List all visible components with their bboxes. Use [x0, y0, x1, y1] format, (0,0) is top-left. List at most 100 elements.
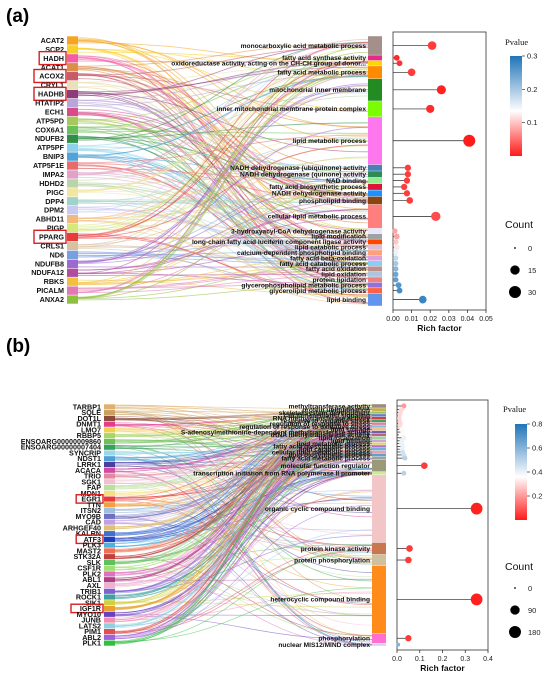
gene-column-a: ACAT2SCP2HADHACAT1ACOX2CRYL1HADHBHTATIP2… [31, 36, 78, 304]
gene-bar [104, 594, 115, 600]
lollipop-point [426, 104, 435, 114]
gene-bar [67, 80, 78, 90]
lollipop-point [393, 255, 399, 261]
gene-label: RBBP5 [77, 431, 101, 440]
term-bar [372, 430, 386, 434]
term-bar [368, 271, 382, 277]
sankey-flow [114, 449, 373, 622]
gene-label: MYO9B [75, 512, 101, 521]
term-label: 3-hydroxyacyl-CoA dehydrogenase activity [231, 228, 366, 235]
sankey-flow [77, 57, 369, 121]
gene-bar [67, 259, 78, 268]
gene-bar [104, 531, 115, 537]
sankey-flow [77, 89, 369, 263]
term-label: fatty acid metabolic process [281, 455, 370, 462]
term-bar [368, 66, 382, 79]
colorbar-tick-label: 0.4 [532, 468, 542, 477]
gene-label: LMO7 [81, 425, 101, 434]
x-tick-label: 0.1 [415, 656, 425, 663]
plot-frame [392, 31, 487, 311]
gene-highlight-box [33, 68, 67, 84]
sankey-flow [77, 42, 369, 67]
sankey-flow [77, 74, 369, 226]
gene-bar [67, 134, 78, 143]
count-legend-title-b: Count [505, 561, 533, 573]
gene-bar [104, 623, 115, 629]
gene-bar [67, 214, 78, 224]
term-bar [368, 55, 382, 61]
term-bar [372, 643, 386, 646]
gene-label: HADHB [38, 90, 64, 99]
gene-bar [104, 536, 115, 542]
colorbar-tick-label: 0.1 [527, 118, 537, 127]
gene-label: MYO10 [77, 610, 101, 619]
term-bar [372, 565, 386, 634]
colorbar-tick-label: 0.2 [532, 492, 542, 501]
term-label: phosphorylation [318, 636, 370, 643]
gene-label: PLK3 [83, 541, 101, 550]
term-bar [372, 447, 386, 451]
sankey-flow [114, 405, 373, 410]
lollipop-point [393, 271, 399, 277]
gene-bar [104, 461, 115, 468]
sankey-flow [77, 91, 369, 151]
sankey-flow [114, 405, 373, 604]
gene-bar [67, 107, 78, 117]
gene-highlight-box [38, 50, 67, 66]
sankey-flow [114, 419, 373, 442]
gene-label: IGF1R [80, 604, 102, 613]
count-legend-label: 90 [528, 606, 536, 615]
gene-bar [67, 63, 78, 72]
gene-bar [67, 161, 78, 170]
count-legend-title: Count [505, 219, 533, 231]
count-legend-label: 0 [528, 244, 532, 253]
gene-label: PLK1 [83, 639, 101, 648]
term-bar [368, 60, 382, 66]
term-label: tRNA methyltransferase activity [271, 432, 371, 439]
gene-bar [67, 116, 78, 126]
sankey-flow [77, 255, 369, 286]
gene-label: ACACA [75, 466, 101, 475]
sankey-flow [77, 284, 369, 301]
gene-label: DPM2 [44, 206, 64, 215]
sankey-flow [77, 272, 369, 285]
gene-bar [104, 473, 115, 479]
gene-label: HTATIP2 [35, 99, 64, 108]
gene-label: PIM1 [84, 627, 101, 636]
term-label: skeletal system development [279, 410, 371, 417]
count-legend-label: 180 [528, 628, 541, 637]
lollipop-point [393, 233, 400, 240]
lollipop-point [393, 54, 400, 61]
gene-bar [67, 45, 78, 54]
sankey-flow [77, 266, 369, 289]
gene-bar [67, 277, 78, 286]
gene-bar [104, 577, 115, 583]
count-legend-label: 30 [528, 288, 536, 297]
gene-label: SGK1 [81, 477, 101, 486]
gene-label: CAD [85, 518, 101, 527]
term-bar [368, 78, 382, 101]
sankey-flow [77, 61, 369, 293]
gene-label: AXL [87, 581, 102, 590]
lollipop-point [393, 250, 399, 256]
lollipop-point [405, 635, 412, 642]
gene-bar [104, 582, 115, 589]
term-label: methyltransferase activity [289, 403, 371, 410]
count-legend-dot [510, 265, 520, 275]
term-label: phospholipid binding [299, 198, 366, 205]
sankey-flow [77, 61, 369, 147]
sankey-flow [77, 41, 369, 236]
gene-label: TRIB1 [80, 587, 101, 596]
pvalue-legend-title-b: Pvalue [503, 404, 526, 414]
sankey-flow [77, 44, 369, 213]
gene-label: IMPA2 [43, 170, 64, 179]
gene-label: NDUFA12 [31, 268, 64, 277]
gene-column-b: TARBP1SQLEDOT1LDNMT1LMO7RBBP5ENSOARG0000… [21, 402, 115, 648]
term-bar [368, 255, 382, 261]
sankey-flow [77, 51, 369, 299]
gene-bar [104, 548, 115, 554]
pvalue-legend-title: Pvalue [505, 37, 528, 47]
gene-bar [67, 152, 78, 161]
sankey-flow [77, 235, 369, 293]
sankey-flow [114, 404, 373, 534]
